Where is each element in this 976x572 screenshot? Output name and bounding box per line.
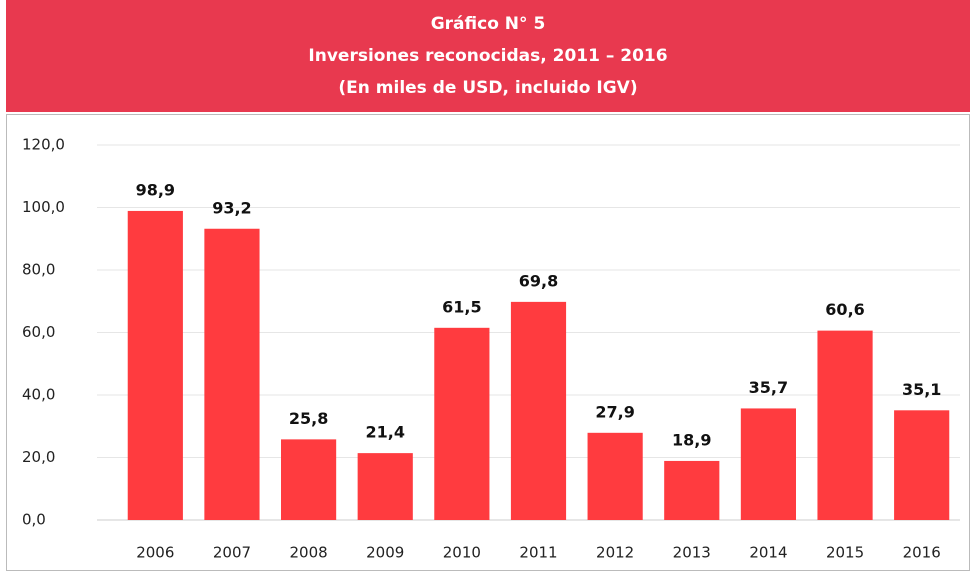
x-tick-label: 2015 [826, 544, 864, 562]
y-tick-label: 100,0 [22, 198, 65, 216]
chart-border [6, 114, 970, 571]
y-tick-label: 60,0 [22, 323, 55, 341]
bar [587, 432, 643, 520]
y-tick-label: 40,0 [22, 386, 55, 404]
value-label: 69,8 [519, 271, 558, 290]
x-tick-label: 2013 [673, 544, 711, 562]
bar [817, 330, 873, 520]
chart-title: Gráfico N° 5 [431, 14, 546, 34]
value-label: 27,9 [595, 402, 634, 421]
bar [204, 228, 260, 520]
y-tick-label: 20,0 [22, 448, 55, 466]
bar [357, 453, 413, 520]
bar [127, 210, 183, 520]
y-tick-label: 120,0 [22, 136, 65, 154]
x-tick-label: 2007 [213, 544, 251, 562]
y-tick-label: 80,0 [22, 261, 55, 279]
value-label: 60,6 [825, 300, 864, 319]
x-tick-label: 2009 [366, 544, 404, 562]
x-tick-label: 2010 [443, 544, 481, 562]
x-tick-label: 2011 [519, 544, 557, 562]
bar [281, 439, 337, 520]
chart-title: (En miles de USD, incluido IGV) [338, 78, 637, 98]
bar [664, 460, 720, 520]
x-tick-label: 2006 [136, 544, 174, 562]
value-label: 93,2 [212, 198, 251, 217]
value-label: 25,8 [289, 409, 328, 428]
bar [740, 408, 796, 520]
chart-title: Inversiones reconocidas, 2011 – 2016 [308, 46, 667, 66]
value-label: 35,7 [749, 378, 788, 397]
x-tick-label: 2012 [596, 544, 634, 562]
value-label: 21,4 [365, 423, 404, 442]
bar [894, 410, 950, 520]
x-tick-label: 2008 [289, 544, 327, 562]
value-label: 18,9 [672, 430, 711, 449]
title-banner [6, 0, 970, 112]
value-label: 35,1 [902, 380, 941, 399]
value-label: 61,5 [442, 297, 481, 316]
bar [434, 327, 490, 520]
x-tick-label: 2016 [903, 544, 941, 562]
value-label: 98,9 [136, 180, 175, 199]
bar [510, 301, 567, 520]
y-tick-label: 0,0 [22, 511, 46, 529]
x-tick-label: 2014 [749, 544, 787, 562]
